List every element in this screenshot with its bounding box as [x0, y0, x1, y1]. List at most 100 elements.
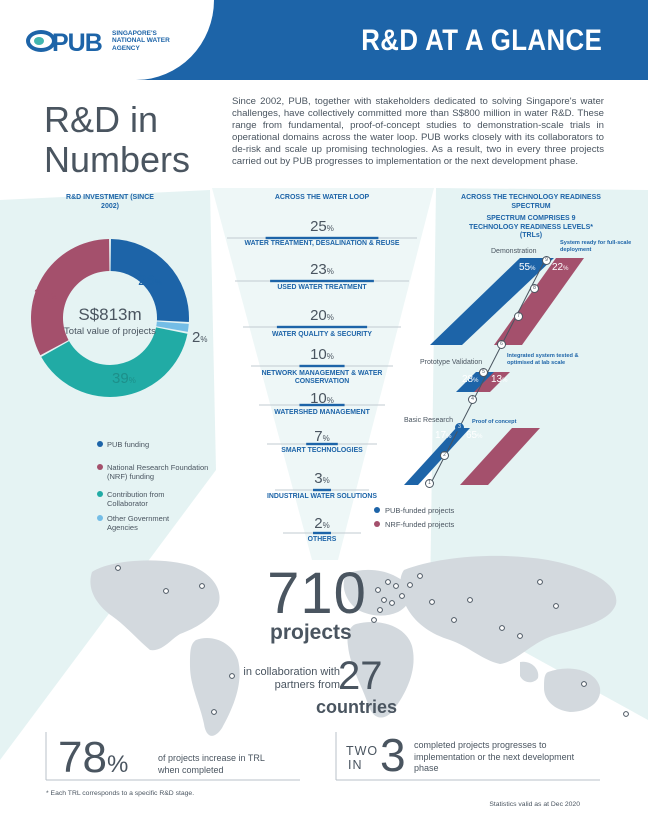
legend-dot	[374, 507, 380, 513]
water-loop-value: 23%	[310, 261, 334, 278]
collab-text: in collaboration with partners from	[243, 666, 340, 691]
trl-bar-pub-basic	[404, 428, 470, 485]
trl-subheading: SPECTRUM COMPRISES 9 TECHNOLOGY READINES…	[469, 215, 593, 240]
logo-area: PUB SINGAPORE'S NATIONAL WATER AGENCY	[0, 0, 214, 80]
legend-dot	[374, 521, 380, 527]
trl-pct-pub-basic: 17%	[435, 430, 452, 441]
trl-level-4: 4	[468, 395, 477, 404]
trl-level-8: 8	[530, 284, 539, 293]
water-loop-label: OTHERS	[307, 536, 337, 543]
trl-note-proof: Proof of concept	[472, 419, 517, 425]
stat-78-text: of projects increase in TRL when complet…	[158, 753, 265, 775]
legend-item-collaborator: Contribution from Collaborator	[97, 490, 189, 508]
trl-legend-nrf: NRF-funded projects	[374, 520, 454, 529]
pie-slice-collaborator	[41, 327, 188, 398]
trl-bar-nrf-demonstration	[494, 258, 584, 345]
trl-heading: ACROSS THE TECHNOLOGY READINESS SPECTRUM	[461, 194, 601, 210]
water-loop-value: 10%	[310, 390, 334, 407]
water-loop-value: 10%	[310, 346, 334, 363]
trl-label-prototype: Prototype Validation	[420, 359, 483, 366]
pub-logo-icon	[26, 30, 56, 52]
section-heading: R&D in Numbers	[44, 99, 191, 180]
trl-label-demonstration: Demonstration	[491, 248, 537, 255]
legend-dot	[97, 515, 103, 521]
logo-subtitle: SINGAPORE'S NATIONAL WATER AGENCY	[112, 30, 170, 52]
water-loop-label: SMART TECHNOLOGIES	[281, 447, 363, 454]
stat-3-text: completed projects progresses to impleme…	[414, 740, 575, 773]
legend-item-other: Other Government Agencies	[97, 514, 185, 532]
water-loop-value: 20%	[310, 307, 334, 324]
trl-note-integrated: Integrated system tested & optimised at …	[507, 353, 579, 366]
water-loop-value: 7%	[314, 428, 330, 445]
legend-dot	[97, 441, 103, 447]
trl-level-6: 6	[497, 340, 506, 349]
investment-heading: R&D INVESTMENT (SINCE 2002)	[66, 194, 154, 210]
trl-label-basic: Basic Research	[404, 417, 454, 424]
water-loop-bar	[306, 442, 338, 446]
water-loop-label: WATER QUALITY & SECURITY	[271, 331, 373, 338]
trl-level-9: 9	[542, 256, 551, 265]
map-pins	[115, 565, 629, 717]
trl-pct-nrf-demonstration: 22%	[552, 262, 569, 273]
stat-3-value: 3	[380, 729, 406, 781]
trl-bar-pub-demonstration	[430, 258, 554, 345]
pie-label-collaborator: 39%	[112, 370, 136, 387]
trl-level-5: 5	[479, 368, 488, 377]
pie-label-pub: 26%	[138, 272, 162, 289]
water-loop-bar	[265, 236, 379, 240]
water-loop-label: USED WATER TREATMENT	[277, 284, 367, 291]
pie-label-other: 2%	[192, 329, 208, 346]
trl-pct-nrf-basic: 65%	[466, 430, 483, 441]
water-loop-value: 3%	[314, 470, 330, 487]
stat-78-value: 78%	[58, 733, 129, 782]
water-loop-label: INDUSTRIAL WATER SOLUTIONS	[267, 493, 377, 500]
pie-label-nrf: 33%	[34, 286, 58, 303]
trl-bar-nrf-prototype	[474, 372, 510, 392]
projects-count: 710	[267, 561, 367, 626]
legend-item-nrf: National Research Foundation (NRF) fundi…	[97, 463, 211, 481]
trl-pct-pub-demonstration: 55%	[519, 262, 536, 273]
countries-label: countries	[316, 697, 398, 717]
footnote: * Each TRL corresponds to a specific R&D…	[46, 790, 195, 797]
water-loop-label: WATER TREATMENT, DESALINATION & REUSE	[244, 240, 400, 247]
water-loop-label: NETWORK MANAGEMENT & WATER CONSERVATION	[261, 370, 383, 385]
trl-pct-nrf-prototype: 13%	[491, 374, 508, 385]
trl-note-system-ready: System ready for full-scale deployment	[560, 240, 632, 253]
legend-dot	[97, 464, 103, 470]
trl-pct-pub-prototype: 28%	[462, 374, 479, 385]
water-loop-bar	[270, 279, 374, 283]
projects-label: projects	[270, 621, 352, 644]
legend-item-pub: PUB funding	[97, 440, 187, 449]
legend-dot	[97, 491, 103, 497]
pie-slice-pub	[110, 239, 190, 323]
stats-valid-note: Statistics valid as at Dec 2020	[489, 801, 580, 808]
trl-ladder-line	[429, 257, 547, 486]
countries-count: 27	[338, 654, 383, 698]
water-loop-label: WATERSHED MANAGEMENT	[274, 409, 370, 416]
trl-level-3: 3	[455, 423, 464, 432]
water-loop-bar	[299, 403, 345, 407]
water-loop-heading: ACROSS THE WATER LOOP	[274, 194, 370, 201]
pie-center-value: S$813m	[78, 305, 142, 324]
logo-text: PUB	[52, 29, 103, 57]
pie-center-label: Total value of projects	[64, 326, 156, 337]
trl-bar-nrf-basic	[460, 428, 540, 485]
water-loop-value: 25%	[310, 218, 334, 235]
trl-legend-pub: PUB-funded projects	[374, 506, 454, 515]
intro-paragraph: Since 2002, PUB, together with stakehold…	[232, 96, 604, 168]
world-map	[90, 555, 617, 736]
pie-slice-nrf	[30, 239, 110, 356]
water-loop-bar	[313, 531, 331, 535]
trl-level-1: 1	[425, 479, 434, 488]
trl-level-7: 7	[514, 312, 523, 321]
water-loop-bar	[276, 325, 368, 329]
stat-two-in: TWO IN	[346, 744, 379, 772]
water-loop-bar	[313, 488, 331, 492]
water-loop-value: 2%	[314, 515, 330, 532]
water-loop-bar	[299, 364, 345, 368]
page-title: R&D AT A GLANCE	[360, 24, 602, 57]
trl-level-2: 2	[440, 451, 449, 460]
